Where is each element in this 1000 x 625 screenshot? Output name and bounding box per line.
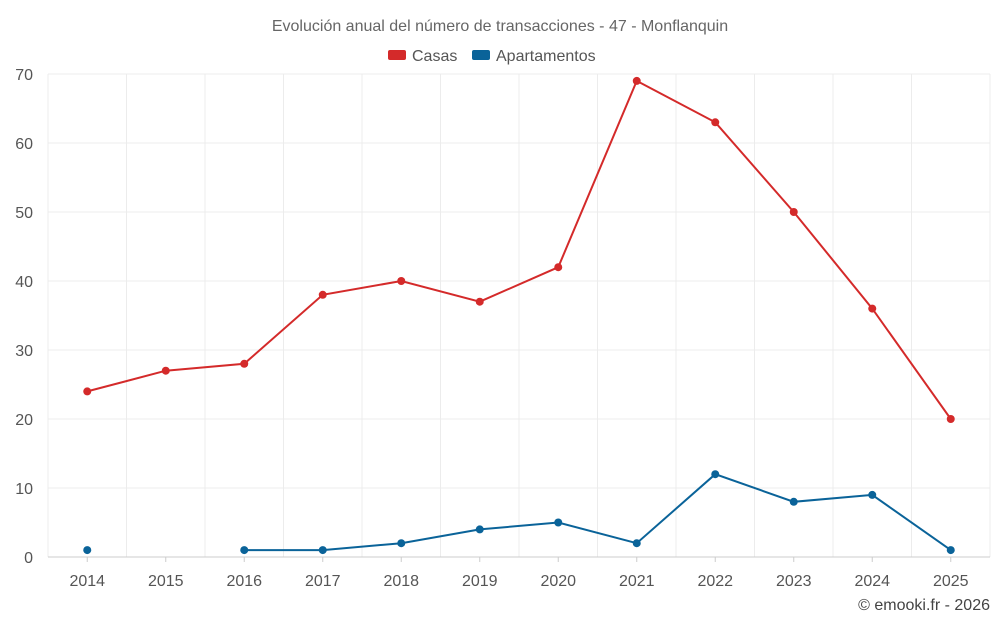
grid (47, 73, 991, 558)
x-tick-label: 2024 (854, 573, 890, 590)
x-tick-label: 2023 (776, 573, 812, 590)
x-axis: 2014 2015 2016 2017 2018 2019 2020 2021 2022 2023… (69, 557, 969, 590)
data-point-apartamentos[interactable] (554, 518, 563, 527)
data-point-apartamentos[interactable] (632, 539, 641, 548)
x-tick-label: 2020 (540, 573, 576, 590)
y-tick-label: 20 (15, 412, 33, 429)
data-point-apartamentos[interactable] (318, 546, 327, 555)
y-tick-label: 40 (15, 274, 33, 291)
series-line-casas (86, 79, 952, 420)
y-tick-label: 70 (15, 67, 33, 84)
data-point-casas[interactable] (318, 290, 327, 299)
data-point-apartamentos[interactable] (711, 470, 720, 479)
data-point-casas[interactable] (240, 359, 249, 368)
data-point-casas[interactable] (868, 304, 877, 313)
legend: Casas Apartamentos (388, 48, 596, 65)
y-axis: 0 10 20 30 40 50 60 70 (15, 67, 33, 567)
data-point-apartamentos[interactable] (240, 546, 249, 555)
y-tick-label: 60 (15, 136, 33, 153)
y-tick-label: 0 (24, 550, 33, 567)
data-point-apartamentos[interactable] (397, 539, 406, 548)
x-tick-label: 2025 (933, 573, 969, 590)
y-tick-label: 30 (15, 343, 33, 360)
legend-label-apartamentos[interactable]: Apartamentos (496, 48, 596, 65)
data-point-casas[interactable] (789, 208, 798, 216)
data-point-casas[interactable] (475, 297, 484, 306)
data-point-casas[interactable] (946, 415, 955, 423)
data-point-casas[interactable] (711, 118, 720, 127)
chart-title: Evolución anual del número de transaccio… (272, 18, 728, 35)
y-tick-label: 10 (15, 481, 33, 498)
data-point-apartamentos[interactable] (868, 490, 877, 499)
series-group (83, 76, 955, 555)
legend-swatch-apartamentos (472, 50, 490, 60)
x-tick-label: 2021 (619, 573, 655, 590)
data-point-casas[interactable] (83, 387, 92, 396)
x-tick-label: 2018 (383, 573, 419, 590)
series-line-apartamentos (244, 473, 952, 552)
legend-swatch-casas (388, 50, 406, 60)
data-point-apartamentos[interactable] (789, 497, 798, 506)
x-tick-label: 2016 (226, 573, 262, 590)
data-point-casas[interactable] (632, 76, 641, 85)
data-point-apartamentos[interactable] (83, 546, 92, 555)
data-point-casas[interactable] (161, 366, 170, 375)
credit-text: © emooki.fr - 2026 (858, 597, 990, 614)
x-tick-label: 2022 (697, 573, 733, 590)
x-tick-label: 2017 (305, 573, 341, 590)
y-tick-label: 50 (15, 205, 33, 222)
data-point-apartamentos[interactable] (946, 546, 955, 555)
legend-label-casas[interactable]: Casas (412, 48, 457, 65)
x-tick-label: 2019 (462, 573, 498, 590)
data-point-casas[interactable] (554, 263, 563, 272)
x-tick-label: 2014 (69, 573, 105, 590)
data-point-apartamentos[interactable] (475, 525, 484, 534)
data-point-casas[interactable] (397, 277, 406, 285)
x-tick-label: 2015 (148, 573, 184, 590)
